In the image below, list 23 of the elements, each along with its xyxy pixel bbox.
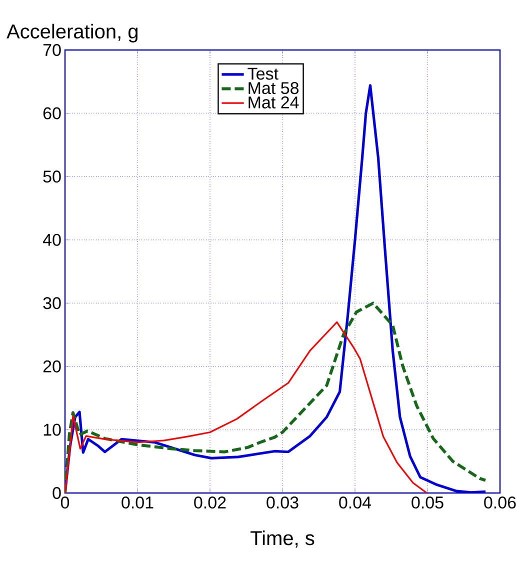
y-tick-label: 30 <box>43 297 61 310</box>
y-tick-label: 0 <box>52 486 61 500</box>
y-tick-label: 10 <box>44 424 61 436</box>
line-series <box>65 321 428 493</box>
line-series <box>65 84 487 493</box>
legend-label: Test <box>248 68 278 80</box>
y-tick-label: 20 <box>43 360 61 372</box>
x-tick-label: 0.01 <box>122 496 154 509</box>
x-tick-label: 0.02 <box>194 496 226 509</box>
y-axis-title: Acceleration, g <box>6 24 138 42</box>
y-tick-label: 50 <box>43 170 61 183</box>
legend-label: Mat 58 <box>248 82 299 94</box>
x-tick-label: 0.03 <box>266 496 298 509</box>
x-tick-label: 0.06 <box>484 496 516 509</box>
y-tick-label: 70 <box>43 44 61 56</box>
x-tick-label: 0.05 <box>412 496 444 509</box>
x-axis-title: Time, s <box>250 530 314 548</box>
line-series <box>65 302 487 493</box>
legend-label: Mat 24 <box>248 96 299 108</box>
x-tick-label: 0 <box>60 496 70 509</box>
y-tick-label: 60 <box>43 107 61 120</box>
y-tick-label: 40 <box>42 234 61 246</box>
x-tick-label: 0.04 <box>339 496 372 509</box>
